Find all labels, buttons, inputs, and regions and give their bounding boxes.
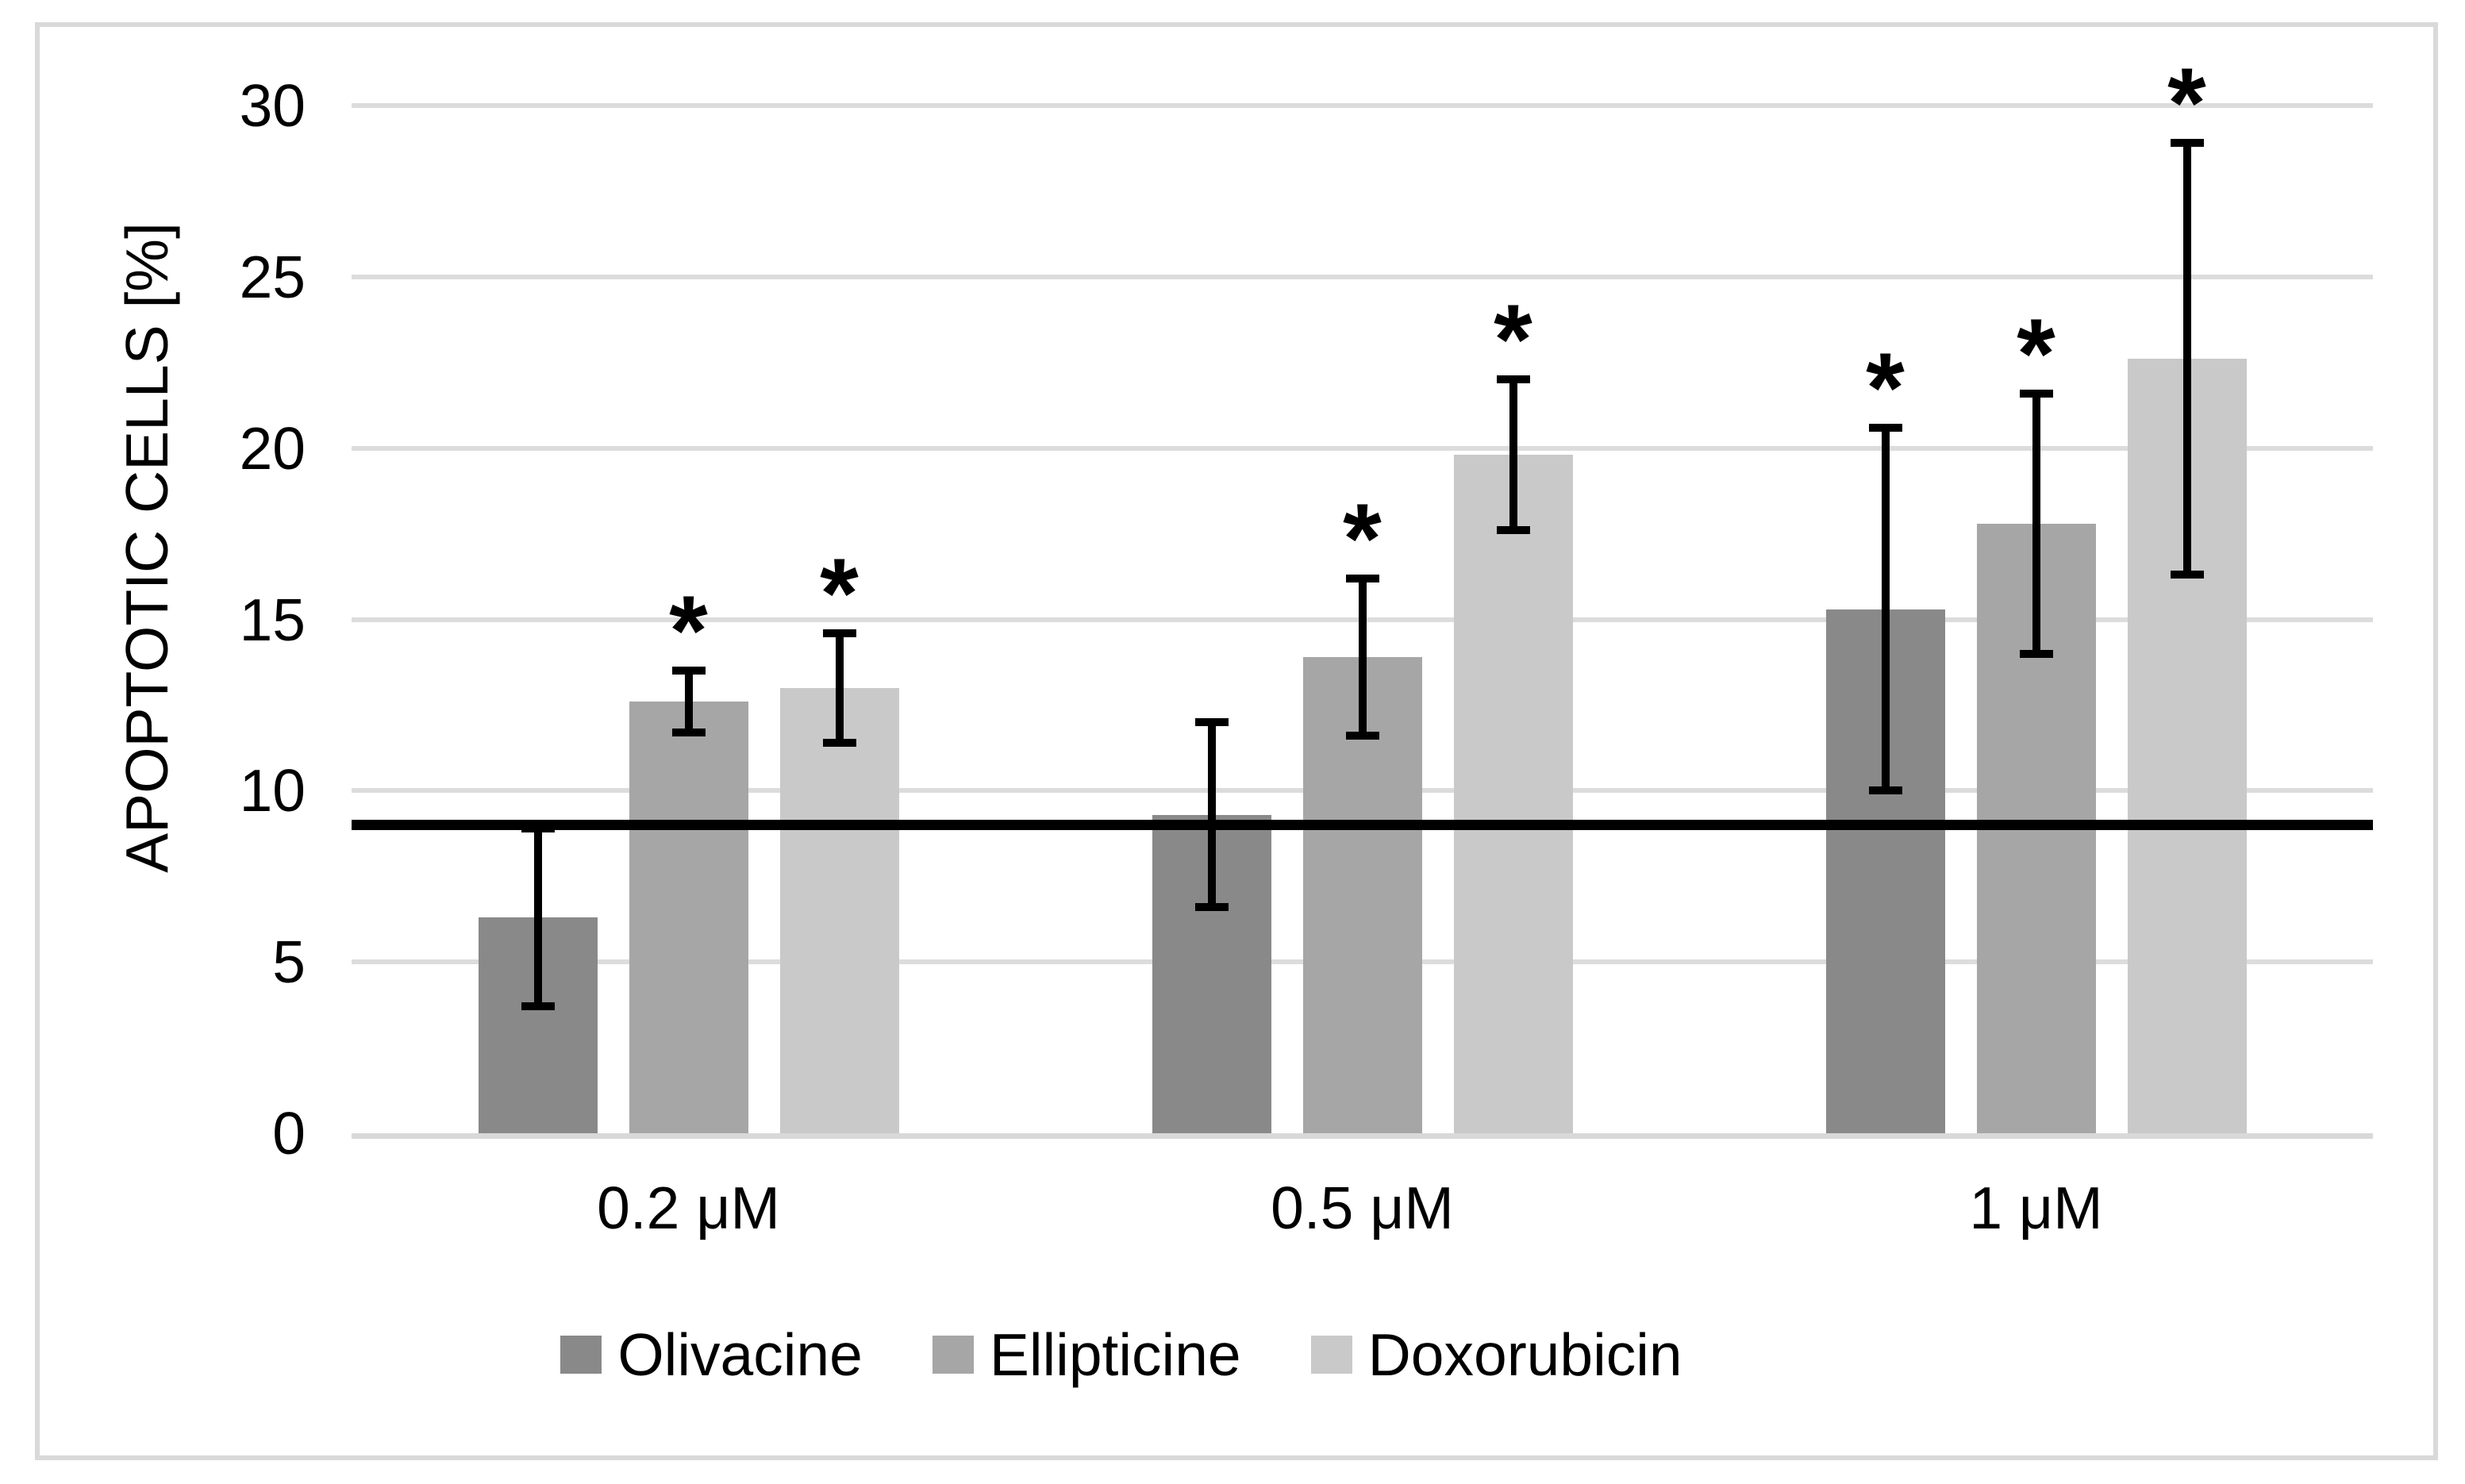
error-bar	[533, 828, 542, 1007]
gridline	[352, 445, 2373, 451]
legend-swatch-doxorubicin	[1310, 1336, 1352, 1374]
error-bar-cap-top	[1345, 574, 1379, 582]
y-tick-label: 15	[239, 586, 306, 653]
error-bar-cap-top	[1194, 718, 1229, 726]
figure-border	[35, 22, 2438, 1460]
error-bar	[2182, 143, 2191, 575]
error-bar	[684, 671, 693, 732]
error-bar-cap-top	[2170, 139, 2204, 148]
significance-asterisk: *	[2017, 298, 2055, 409]
error-bar-cap-top	[1868, 423, 1902, 432]
y-tick-label: 0	[272, 1100, 306, 1167]
error-bar	[2032, 393, 2040, 654]
y-tick-label: 20	[239, 414, 306, 482]
x-tick-label: 1 μM	[1969, 1175, 2103, 1241]
y-tick-label: 25	[239, 243, 306, 310]
error-bar-cap-top	[2019, 389, 2053, 398]
gridline	[352, 103, 2373, 108]
error-bar-cap-bottom	[2170, 571, 2204, 579]
significance-asterisk: *	[669, 576, 708, 687]
legend-item-olivacine: Olivacine	[560, 1318, 863, 1391]
error-bar	[835, 632, 844, 743]
error-bar-cap-bottom	[1345, 732, 1379, 740]
bar-doxorubicin	[779, 687, 899, 1133]
legend-item-ellipticine: Ellipticine	[932, 1318, 1241, 1391]
error-bar-cap-bottom	[822, 738, 856, 747]
significance-asterisk: *	[1494, 285, 1532, 396]
error-bar-cap-top	[822, 629, 856, 637]
gridline	[352, 274, 2373, 279]
significance-asterisk: *	[1866, 333, 1905, 444]
x-axis-baseline	[352, 1133, 2373, 1139]
bar-doxorubicin	[1453, 455, 1573, 1133]
error-bar-cap-bottom	[1194, 903, 1229, 912]
error-bar-cap-bottom	[2019, 649, 2053, 658]
y-tick-label: 10	[239, 757, 306, 825]
error-bar-cap-bottom	[671, 728, 706, 736]
error-bar-cap-bottom	[521, 1002, 555, 1011]
legend-swatch-olivacine	[560, 1336, 602, 1374]
error-bar	[1881, 427, 1890, 791]
legend-label: Doxorubicin	[1367, 1321, 1682, 1388]
legend-item-doxorubicin: Doxorubicin	[1310, 1318, 1682, 1391]
x-tick-label: 0.5 μM	[1271, 1175, 1454, 1241]
legend-label: Olivacine	[617, 1321, 863, 1388]
error-bar	[1207, 722, 1216, 908]
significance-asterisk: *	[2167, 48, 2206, 160]
error-bar-cap-top	[671, 667, 706, 675]
y-tick-label: 5	[272, 928, 306, 996]
error-bar-cap-top	[1496, 375, 1530, 384]
error-bar	[1358, 578, 1367, 736]
bar-ellipticine	[629, 702, 748, 1133]
error-bar-cap-bottom	[1868, 786, 1902, 795]
y-tick-label: 30	[239, 72, 306, 139]
legend-swatch-ellipticine	[932, 1336, 974, 1374]
reference-line	[352, 820, 2373, 830]
legend: Olivacine Ellipticine Doxorubicin	[0, 1311, 2354, 1398]
significance-asterisk: *	[1343, 483, 1382, 594]
legend-label: Ellipticine	[989, 1321, 1241, 1388]
error-bar-cap-bottom	[1496, 526, 1530, 535]
x-tick-label: 0.2 μM	[597, 1175, 780, 1241]
significance-asterisk: *	[820, 538, 859, 649]
error-bar	[1509, 379, 1517, 531]
